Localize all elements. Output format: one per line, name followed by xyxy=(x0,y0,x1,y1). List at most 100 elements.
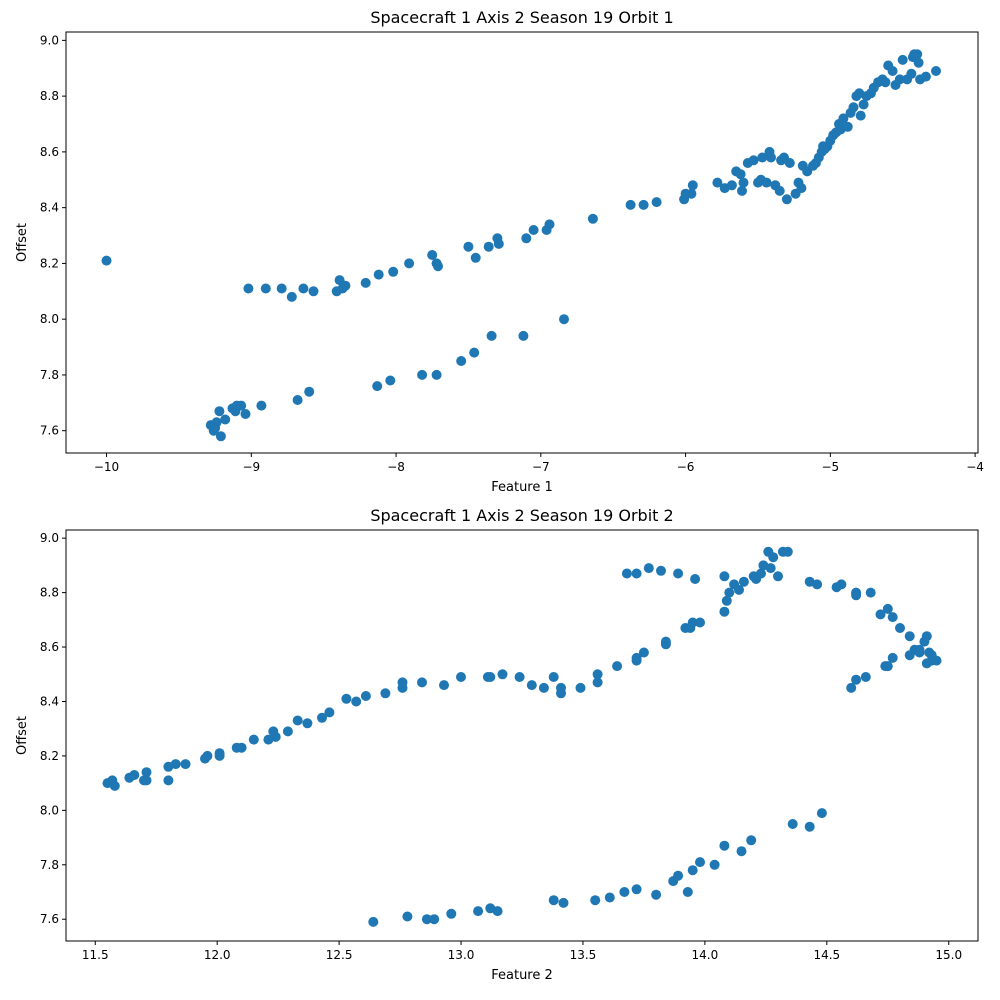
data-point xyxy=(141,767,152,778)
x-axis-label: Feature 2 xyxy=(491,968,553,983)
data-point xyxy=(638,199,649,210)
data-point xyxy=(914,647,925,658)
data-point xyxy=(528,225,539,235)
data-point xyxy=(761,177,772,188)
data-point xyxy=(737,185,747,196)
data-point xyxy=(492,906,503,917)
y-tick-label: 7.6 xyxy=(40,912,59,926)
x-axis-label: Feature 1 xyxy=(491,480,553,495)
data-point xyxy=(240,409,251,419)
data-point xyxy=(736,846,747,857)
data-point xyxy=(521,233,532,244)
data-point xyxy=(456,672,466,682)
x-tick-label: −9 xyxy=(242,460,260,474)
data-point xyxy=(768,552,779,563)
data-point xyxy=(651,197,662,208)
data-point xyxy=(592,677,603,688)
data-point xyxy=(875,609,886,620)
data-point xyxy=(243,283,254,294)
data-point xyxy=(587,213,598,224)
data-point xyxy=(373,269,384,280)
data-point xyxy=(724,587,735,598)
data-point xyxy=(734,584,744,595)
data-point xyxy=(651,889,662,900)
data-point xyxy=(686,188,697,199)
data-point xyxy=(575,682,586,693)
data-point xyxy=(308,286,319,297)
data-point xyxy=(276,283,287,294)
data-point xyxy=(625,199,636,210)
data-point xyxy=(887,652,898,663)
data-point xyxy=(180,759,191,770)
data-point xyxy=(470,252,481,263)
data-point xyxy=(812,579,823,590)
data-point xyxy=(282,726,293,737)
data-point xyxy=(887,66,898,76)
data-point xyxy=(865,587,876,598)
data-point xyxy=(880,77,891,88)
data-point xyxy=(846,682,857,693)
x-tick-label: −7 xyxy=(532,460,550,474)
data-point xyxy=(317,712,327,723)
data-point xyxy=(719,606,730,617)
chart-title: Spacecraft 1 Axis 2 Season 19 Orbit 2 xyxy=(370,506,673,525)
data-point xyxy=(463,241,474,252)
plot-frame xyxy=(65,31,979,454)
data-point xyxy=(673,568,684,579)
y-tick-label: 9.0 xyxy=(40,531,59,545)
x-tick-label: 13.5 xyxy=(570,948,597,962)
y-tick-label: 7.6 xyxy=(40,424,59,438)
x-tick-label: −5 xyxy=(821,460,839,474)
data-point xyxy=(748,155,759,166)
data-point xyxy=(904,631,915,642)
data-point xyxy=(690,574,701,584)
data-point xyxy=(894,74,905,85)
data-point xyxy=(514,672,525,682)
x-tick-label: −4 xyxy=(966,460,984,474)
data-point xyxy=(101,255,112,266)
data-point xyxy=(433,261,443,272)
data-point xyxy=(726,180,737,191)
data-point xyxy=(738,576,749,587)
data-point xyxy=(220,414,231,425)
data-point xyxy=(774,185,785,196)
data-point xyxy=(456,356,467,366)
x-tick-label: 13.0 xyxy=(448,948,475,962)
data-point xyxy=(292,715,303,726)
data-points xyxy=(102,546,942,927)
data-point xyxy=(787,819,798,829)
x-tick-label: −8 xyxy=(387,460,405,474)
data-point xyxy=(816,808,827,819)
data-point xyxy=(236,742,247,753)
data-point xyxy=(921,658,932,669)
data-point xyxy=(887,612,898,623)
data-point xyxy=(292,395,303,405)
data-point xyxy=(682,887,693,897)
y-tick-label: 8.2 xyxy=(40,256,59,270)
data-point xyxy=(380,688,391,699)
data-point xyxy=(920,71,931,82)
data-point xyxy=(486,330,497,341)
data-point xyxy=(404,258,415,269)
data-point xyxy=(860,672,871,682)
data-points xyxy=(101,49,941,442)
data-point xyxy=(558,897,569,908)
data-point xyxy=(298,283,309,294)
x-tick-label: −10 xyxy=(94,460,119,474)
data-point xyxy=(526,680,537,691)
data-point xyxy=(643,563,654,574)
data-point xyxy=(590,895,601,906)
data-point xyxy=(773,571,783,582)
data-point xyxy=(712,177,723,188)
x-tick-label: 12.5 xyxy=(326,948,353,962)
data-point xyxy=(784,158,795,168)
data-point xyxy=(429,914,440,925)
data-point xyxy=(804,821,815,832)
data-point xyxy=(548,895,559,906)
data-point xyxy=(473,906,484,917)
data-point xyxy=(544,219,555,230)
y-tick-label: 8.4 xyxy=(40,201,59,215)
data-point xyxy=(388,266,399,277)
y-tick-label: 8.0 xyxy=(40,312,59,326)
